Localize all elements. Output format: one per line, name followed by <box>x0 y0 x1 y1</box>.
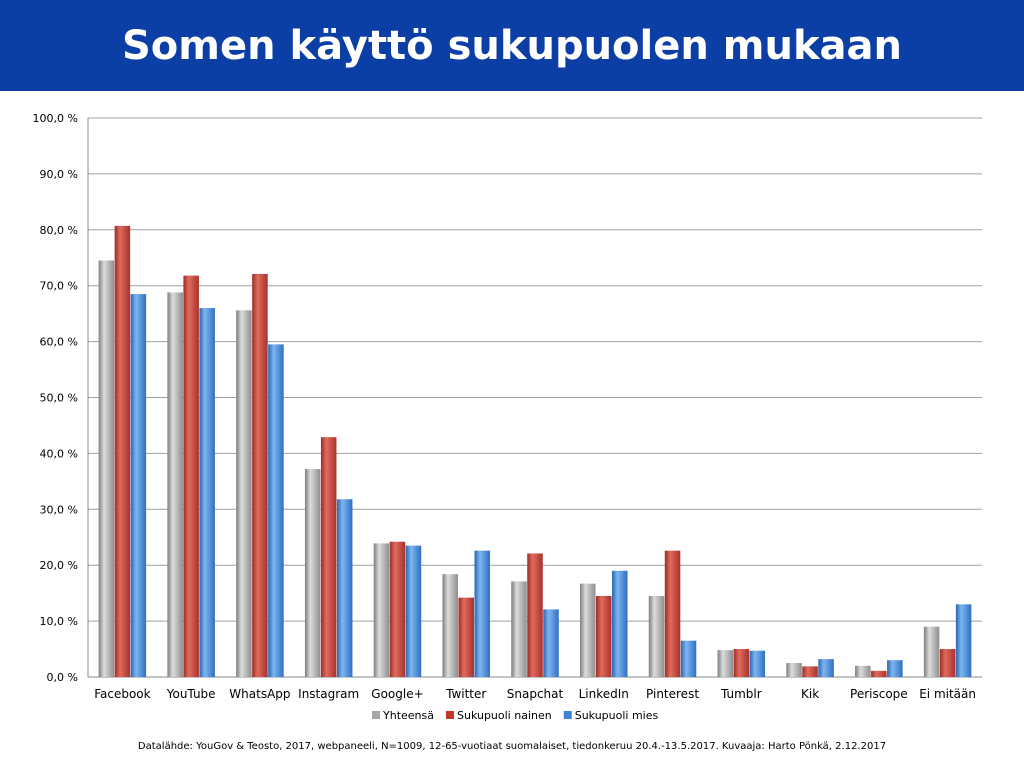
bar-youtube-2 <box>199 308 215 677</box>
bar-whatsapp-0 <box>236 310 252 677</box>
bar-twitter-2 <box>474 550 490 677</box>
bar-ei-mitään-1 <box>939 649 956 677</box>
bar-tumblr-0 <box>717 650 734 677</box>
bar-snapchat-0 <box>511 581 527 677</box>
bar-kik-0 <box>786 663 802 677</box>
y-tick-label: 90,0 % <box>40 168 78 181</box>
bar-linkedin-1 <box>596 595 612 677</box>
y-tick-label: 40,0 % <box>40 447 78 460</box>
x-tick-label: Google+ <box>371 687 423 701</box>
bar-facebook-0 <box>98 260 115 677</box>
bar-snapchat-2 <box>543 609 559 677</box>
bar-periscope-0 <box>855 665 871 677</box>
x-tick-label: Facebook <box>94 687 150 701</box>
bar-tumblr-1 <box>733 649 750 677</box>
x-axis-labels: Facebook YouTube WhatsApp Instagram Google+ T… <box>94 687 976 701</box>
y-tick-label: 30,0 % <box>40 503 78 516</box>
y-axis-ticks: 0,0 % 10,0 % 20,0 % 30,0 % 40,0 % 50,0 % 60,0 … <box>33 112 78 684</box>
bar-pinterest-2 <box>680 640 697 677</box>
legend: Yhteensä Sukupuoli nainen Sukupuoli mies <box>372 709 659 722</box>
legend-label: Sukupuoli mies <box>575 709 659 722</box>
y-tick-label: 100,0 % <box>33 112 78 125</box>
page-title: Somen käyttö sukupuolen mukaan <box>122 22 902 69</box>
legend-label: Yhteensä <box>382 709 434 722</box>
legend-label: Sukupuoli nainen <box>457 709 552 722</box>
bar-youtube-1 <box>183 275 199 677</box>
y-tick-label: 50,0 % <box>40 392 78 405</box>
bar-instagram-0 <box>304 469 321 677</box>
source-note: Datalähde: YouGov & Teosto, 2017, webpan… <box>137 741 887 752</box>
legend-swatch <box>372 711 380 719</box>
bar-periscope-1 <box>871 670 887 677</box>
x-tick-label: LinkedIn <box>579 687 629 701</box>
x-tick-label: Ei mitään <box>919 687 976 701</box>
bar-youtube-0 <box>167 292 183 677</box>
bar-chart: 0,0 % 10,0 % 20,0 % 30,0 % 40,0 % 50,0 % 60,0 … <box>33 112 982 722</box>
bar-pinterest-1 <box>664 550 681 677</box>
bar-whatsapp-2 <box>268 344 284 677</box>
x-tick-label: WhatsApp <box>229 687 290 701</box>
bar-instagram-1 <box>320 437 337 677</box>
y-tick-label: 60,0 % <box>40 336 78 349</box>
bar-snapchat-1 <box>527 553 543 677</box>
bar-google--2 <box>405 545 422 677</box>
bar-ei-mitään-0 <box>923 626 940 677</box>
bar-pinterest-0 <box>648 595 665 677</box>
x-tick-label: Kik <box>801 687 819 701</box>
y-tick-label: 20,0 % <box>40 559 78 572</box>
bar-kik-2 <box>818 659 834 677</box>
bar-linkedin-0 <box>580 583 596 677</box>
x-tick-label: Snapchat <box>507 687 564 701</box>
bar-facebook-2 <box>130 294 147 677</box>
x-tick-label: Pinterest <box>646 687 699 701</box>
x-tick-label: Periscope <box>850 687 908 701</box>
y-tick-label: 0,0 % <box>47 671 78 684</box>
bar-twitter-0 <box>442 574 458 677</box>
y-tick-label: 80,0 % <box>40 224 78 237</box>
title-bar: Somen käyttö sukupuolen mukaan <box>0 0 1024 91</box>
bar-whatsapp-1 <box>252 273 268 677</box>
x-tick-label: Instagram <box>298 687 359 701</box>
bar-ei-mitään-2 <box>955 604 972 677</box>
bar-google--0 <box>373 543 390 677</box>
bar-google--1 <box>389 541 406 677</box>
bar-instagram-2 <box>336 499 353 677</box>
bar-kik-1 <box>802 666 818 677</box>
bar-linkedin-2 <box>612 570 628 677</box>
y-tick-label: 10,0 % <box>40 615 78 628</box>
bar-twitter-1 <box>458 597 474 677</box>
bar-periscope-2 <box>887 660 903 677</box>
legend-swatch <box>563 711 572 719</box>
x-tick-label: YouTube <box>166 687 216 701</box>
x-tick-label: Twitter <box>445 687 486 701</box>
bar-facebook-1 <box>114 225 131 677</box>
bars <box>98 225 972 677</box>
y-tick-label: 70,0 % <box>40 280 78 293</box>
legend-swatch <box>445 711 454 719</box>
x-tick-label: Tumblr <box>720 687 762 701</box>
bar-tumblr-2 <box>749 650 766 677</box>
